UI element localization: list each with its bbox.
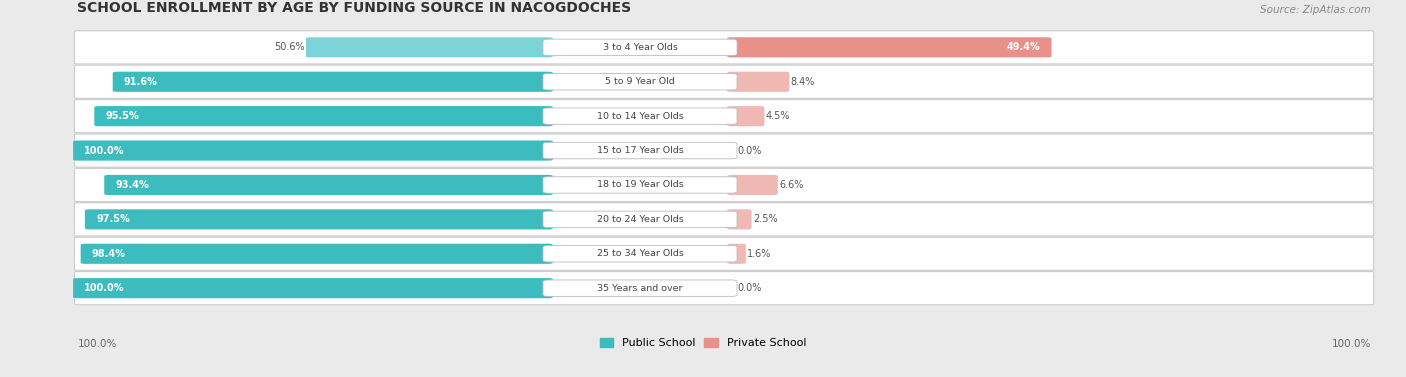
- FancyBboxPatch shape: [727, 244, 745, 264]
- Text: 93.4%: 93.4%: [115, 180, 149, 190]
- Text: 25 to 34 Year Olds: 25 to 34 Year Olds: [596, 249, 683, 258]
- FancyBboxPatch shape: [307, 37, 553, 57]
- FancyBboxPatch shape: [75, 65, 1374, 98]
- FancyBboxPatch shape: [727, 72, 789, 92]
- FancyBboxPatch shape: [75, 100, 1374, 133]
- FancyBboxPatch shape: [112, 72, 553, 92]
- Text: 3 to 4 Year Olds: 3 to 4 Year Olds: [603, 43, 678, 52]
- FancyBboxPatch shape: [543, 280, 737, 296]
- Text: 8.4%: 8.4%: [790, 77, 815, 87]
- Text: Source: ZipAtlas.com: Source: ZipAtlas.com: [1260, 5, 1371, 15]
- FancyBboxPatch shape: [543, 108, 737, 124]
- Text: 100.0%: 100.0%: [84, 146, 125, 156]
- FancyBboxPatch shape: [543, 143, 737, 159]
- Text: 1.6%: 1.6%: [747, 249, 772, 259]
- FancyBboxPatch shape: [73, 141, 553, 161]
- Text: 6.6%: 6.6%: [779, 180, 804, 190]
- FancyBboxPatch shape: [727, 175, 778, 195]
- FancyBboxPatch shape: [727, 106, 765, 126]
- Text: 95.5%: 95.5%: [105, 111, 139, 121]
- Text: 98.4%: 98.4%: [91, 249, 125, 259]
- FancyBboxPatch shape: [543, 211, 737, 228]
- FancyBboxPatch shape: [543, 177, 737, 193]
- FancyBboxPatch shape: [80, 244, 553, 264]
- FancyBboxPatch shape: [73, 278, 553, 298]
- FancyBboxPatch shape: [727, 37, 1052, 57]
- Text: 100.0%: 100.0%: [1331, 339, 1371, 349]
- Text: 18 to 19 Year Olds: 18 to 19 Year Olds: [596, 181, 683, 190]
- Legend: Public School, Private School: Public School, Private School: [595, 333, 811, 352]
- Text: 4.5%: 4.5%: [766, 111, 790, 121]
- Text: 0.0%: 0.0%: [737, 146, 762, 156]
- Text: 97.5%: 97.5%: [96, 215, 129, 224]
- Text: 100.0%: 100.0%: [77, 339, 117, 349]
- FancyBboxPatch shape: [94, 106, 553, 126]
- FancyBboxPatch shape: [104, 175, 553, 195]
- Text: 35 Years and over: 35 Years and over: [598, 284, 683, 293]
- Text: 2.5%: 2.5%: [754, 215, 778, 224]
- Text: 100.0%: 100.0%: [84, 283, 125, 293]
- FancyBboxPatch shape: [543, 74, 737, 90]
- FancyBboxPatch shape: [543, 39, 737, 55]
- FancyBboxPatch shape: [75, 31, 1374, 64]
- Text: 49.4%: 49.4%: [1007, 42, 1040, 52]
- Text: 0.0%: 0.0%: [737, 283, 762, 293]
- Text: 50.6%: 50.6%: [274, 42, 305, 52]
- Text: 20 to 24 Year Olds: 20 to 24 Year Olds: [596, 215, 683, 224]
- Text: SCHOOL ENROLLMENT BY AGE BY FUNDING SOURCE IN NACOGDOCHES: SCHOOL ENROLLMENT BY AGE BY FUNDING SOUR…: [77, 1, 631, 15]
- Text: 15 to 17 Year Olds: 15 to 17 Year Olds: [596, 146, 683, 155]
- FancyBboxPatch shape: [75, 203, 1374, 236]
- FancyBboxPatch shape: [543, 245, 737, 262]
- Text: 91.6%: 91.6%: [124, 77, 157, 87]
- FancyBboxPatch shape: [75, 134, 1374, 167]
- FancyBboxPatch shape: [75, 169, 1374, 202]
- FancyBboxPatch shape: [727, 209, 752, 230]
- FancyBboxPatch shape: [84, 209, 553, 230]
- FancyBboxPatch shape: [75, 237, 1374, 270]
- Text: 10 to 14 Year Olds: 10 to 14 Year Olds: [596, 112, 683, 121]
- FancyBboxPatch shape: [75, 271, 1374, 305]
- Text: 5 to 9 Year Old: 5 to 9 Year Old: [605, 77, 675, 86]
